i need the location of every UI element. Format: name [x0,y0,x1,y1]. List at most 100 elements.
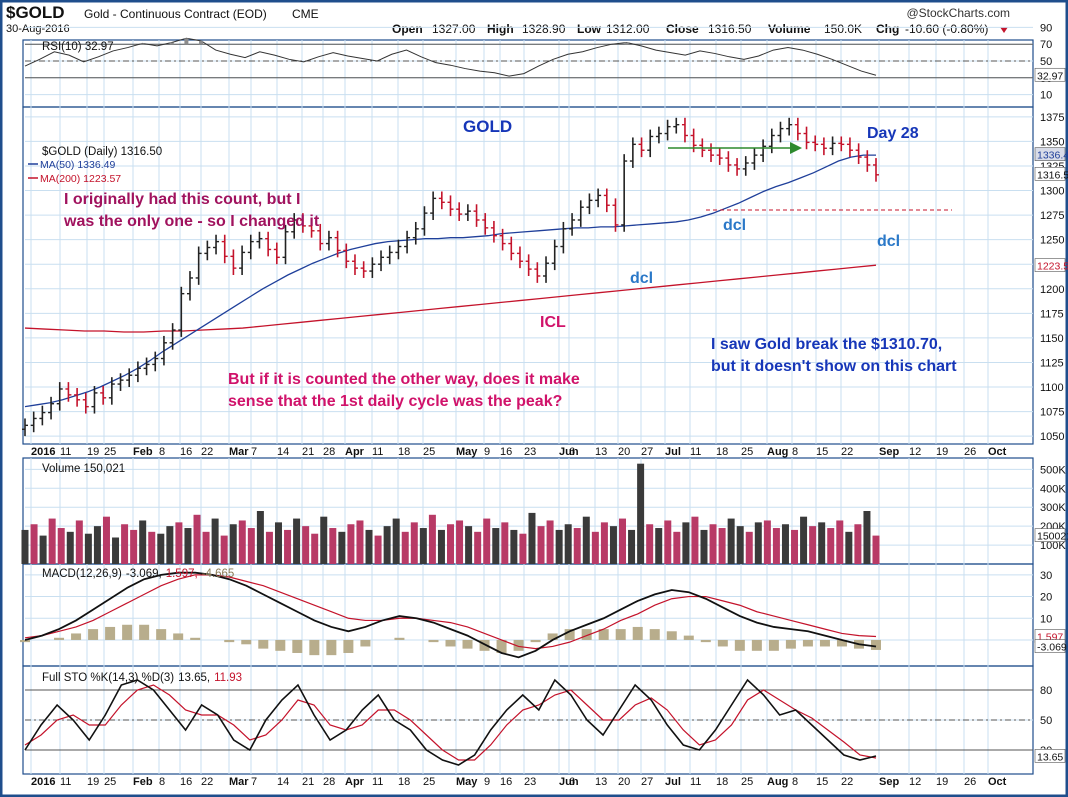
macd-histogram-bar [292,639,303,653]
sto-y-tick: 80 [1040,685,1052,697]
x-tick-label-bottom: 18 [398,776,410,788]
macd-histogram-bar [105,626,116,640]
price-y-tick: 1375 [1040,112,1064,124]
rsi-y-tick: 50 [1040,56,1052,68]
volume-bar [229,524,237,564]
x-tick-label-bottom: 25 [423,776,435,788]
volume-bar [447,524,454,564]
macd-y-tick: 10 [1040,613,1052,625]
x-tick-label-bottom: 11 [690,776,701,788]
ma50-value-tag-bg [1034,147,1066,161]
price-y-tick: 1075 [1040,407,1064,419]
x-tick-label: 11 [60,446,71,458]
x-tick-label: 25 [741,446,753,458]
macd-histogram-bar [360,639,371,647]
volume-bar [501,522,509,564]
volume-bar [863,511,871,564]
volume-bar [555,529,563,564]
x-tick-label: 8 [159,446,165,458]
open-value: 1327.00 [432,22,476,36]
sto-y-tick: 50 [1040,715,1052,727]
x-tick-label-bottom: 22 [201,776,213,788]
volume-bar [356,520,364,564]
volume-bar [139,520,147,564]
volume-bar [736,526,744,564]
volume-bar [220,535,228,564]
volume-bar [211,518,219,564]
macd-histogram-bar [54,637,65,640]
macd-histogram-bar [632,626,643,640]
date-label: 30-Aug-2016 [6,23,70,35]
macd-signal-line [24,574,877,650]
price-layer [22,117,879,437]
x-tick-label-bottom: 2016 [31,776,55,788]
x-tick-label-bottom: 8 [159,776,165,788]
price-y-tick: 1125 [1040,357,1064,369]
open-label: Open [392,22,423,36]
x-tick-label-bottom: 7 [251,776,257,788]
ma200-line [24,264,877,333]
x-tick-label: 28 [323,446,335,458]
volume-layer [21,463,880,564]
volume-bar [727,518,735,564]
macd-histogram-bar [581,629,592,640]
macd-histogram-bar [751,639,762,651]
x-tick-label-bottom: Jun [559,776,579,788]
chg-down-icon [1000,27,1008,33]
sto-title-k: 13.65, [178,672,210,684]
x-tick-label-bottom: 22 [841,776,853,788]
volume-bar [437,529,445,564]
drawn-lines [668,142,952,211]
volume-bar [591,531,599,564]
x-tick-label: 13 [595,446,607,458]
price-y-tick: 1350 [1040,136,1064,148]
volume-bar [772,528,780,564]
volume-bar [93,526,101,564]
volume-bar [691,516,699,564]
volume-bar [664,520,672,564]
volume-y-tick: 400K [1040,483,1066,495]
volume-bar [537,526,545,564]
high-value: 1328.90 [522,22,566,36]
volume-bar [564,524,572,564]
macd-histogram-bar [394,637,405,640]
x-tick-label-bottom: 23 [524,776,536,788]
macd-y-tick: 30 [1040,570,1052,582]
volume-bar [854,524,862,564]
macd-histogram-bar [224,639,235,643]
x-tick-label: 12 [909,446,921,458]
x-tick-label: 14 [277,446,289,458]
volume-bar [519,533,527,564]
volume-bar [66,531,74,564]
volume-bar [148,531,156,564]
macd-title: MACD(12,26,9) -3.069, 1.597, -4.665 [42,568,234,580]
x-tick-label-bottom: 25 [104,776,116,788]
dcl-june-label: dcl [630,270,653,287]
price-y-tick: 1300 [1040,186,1064,198]
volume-bar [175,522,183,564]
x-tick-label: 19 [936,446,948,458]
x-tick-label: 18 [398,446,410,458]
volume-bar [75,520,83,564]
sto-value-tag-bg [1034,749,1066,763]
price-y-tick: 1150 [1040,333,1064,345]
volume-bar [112,537,120,564]
x-tick-label: 9 [484,446,490,458]
x-tick-label: 16 [500,446,512,458]
macd-histogram-bar [462,639,473,649]
macd-histogram-bar [598,629,609,640]
volume-bar [428,514,436,564]
volume-bar [628,529,636,564]
close-value-tag-bg [1034,167,1066,181]
volume-bar [193,514,201,564]
volume-bar [781,524,789,564]
count-note-line2: was the only one - so I changed it [63,213,320,230]
volume-bar [637,463,645,564]
macd-histogram-bar [734,639,745,651]
volume-bar [791,529,799,564]
x-tick-label-bottom: 6 [569,776,575,788]
x-tick-label: 20 [618,446,630,458]
macd-histogram-bar [71,633,82,640]
macd-histogram-bar [819,639,830,647]
x-tick-label: 26 [964,446,976,458]
